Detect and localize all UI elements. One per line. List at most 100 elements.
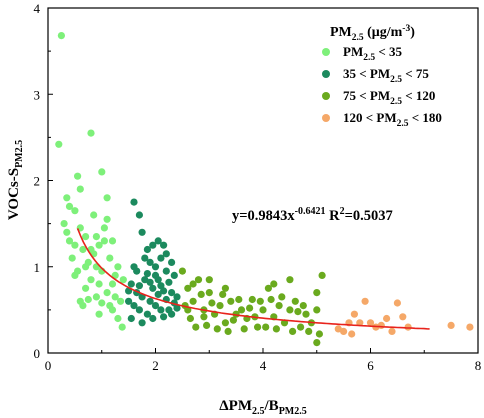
data-point-s1: [74, 172, 82, 180]
data-point-s3: [235, 295, 243, 304]
data-point-s3: [224, 327, 232, 335]
data-point-s2: [157, 254, 165, 262]
legend-title: PM2.5 (μg/m-3): [330, 24, 415, 43]
data-point-s3: [318, 271, 326, 279]
data-point-s3: [219, 290, 227, 298]
data-point-s1: [114, 314, 122, 323]
y-tick-label: 3: [34, 87, 41, 102]
data-point-s3: [256, 297, 264, 305]
data-point-s3: [267, 295, 275, 304]
data-point-s3: [313, 306, 321, 314]
data-point-s2: [162, 250, 170, 258]
legend-marker: [322, 114, 330, 122]
data-point-s3: [205, 276, 213, 284]
data-point-s4: [404, 323, 412, 331]
data-point-s2: [149, 284, 157, 292]
data-point-s1: [60, 220, 68, 228]
data-point-s1: [82, 284, 90, 292]
data-point-s3: [189, 297, 197, 305]
data-point-s1: [95, 241, 103, 249]
data-point-s2: [151, 271, 160, 279]
data-point-s3: [302, 310, 310, 318]
data-point-s3: [221, 319, 229, 327]
data-point-s1: [92, 293, 100, 301]
axis-ticks: 0 2 4 6 8 0 1 2 3 4: [34, 1, 482, 373]
data-point-s1: [63, 194, 71, 202]
data-point-s2: [165, 278, 173, 286]
legend-label: 120 < PM2.5 < 180: [343, 110, 442, 129]
data-point-s3: [272, 325, 280, 333]
data-point-s3: [184, 284, 192, 292]
y-tick-label: 2: [34, 174, 41, 189]
x-tick-label: 0: [45, 358, 52, 373]
data-point-s1: [108, 280, 117, 288]
data-point-s3: [189, 280, 197, 288]
data-point-s2: [151, 263, 160, 271]
data-point-s3: [221, 284, 229, 292]
data-point-s1: [114, 263, 122, 271]
data-point-s1: [65, 202, 74, 210]
data-point-s4: [393, 299, 401, 307]
data-point-s1: [119, 276, 127, 284]
data-point-s3: [246, 304, 254, 312]
data-point-s2: [135, 282, 143, 290]
data-point-s1: [111, 293, 119, 301]
data-point-s3: [240, 325, 248, 333]
data-point-s2: [151, 302, 160, 310]
data-point-s3: [194, 276, 203, 284]
data-point-s3: [315, 330, 323, 338]
data-point-s2: [157, 282, 165, 290]
data-point-s2: [168, 289, 176, 297]
data-point-s4: [447, 321, 455, 329]
data-point-s3: [254, 323, 262, 331]
data-point-s1: [71, 207, 79, 215]
data-point-s2: [146, 278, 154, 286]
data-point-s4: [388, 327, 396, 335]
data-point-s1: [118, 323, 126, 331]
data-point-s3: [291, 297, 299, 305]
data-point-s4: [348, 330, 356, 338]
data-point-s4: [350, 310, 358, 318]
data-point-s2: [173, 293, 181, 301]
data-point-s1: [117, 297, 125, 305]
data-point-s3: [205, 289, 213, 297]
data-point-s4: [361, 297, 369, 305]
data-point-s4: [399, 313, 407, 321]
x-tick-label: 8: [475, 358, 482, 373]
data-point-s1: [57, 31, 65, 40]
data-point-s2: [168, 310, 176, 318]
data-point-s3: [270, 280, 278, 288]
data-point-s2: [146, 258, 154, 266]
data-point-s2: [135, 306, 143, 314]
data-point-s1: [95, 280, 103, 288]
data-point-s2: [154, 290, 162, 298]
data-point-s3: [286, 306, 294, 314]
data-point-s4: [466, 323, 474, 331]
data-point-s1: [98, 168, 106, 176]
x-tick-label: 2: [152, 358, 159, 373]
data-point-s3: [213, 325, 221, 333]
data-point-s3: [216, 302, 224, 310]
data-point-s1: [63, 228, 71, 236]
data-point-s2: [157, 306, 165, 314]
data-point-s2: [146, 297, 154, 305]
data-point-s3: [229, 316, 237, 324]
data-point-s3: [197, 290, 205, 298]
data-point-s3: [200, 313, 208, 321]
data-point-s4: [356, 319, 364, 327]
data-point-s2: [135, 211, 143, 219]
data-point-s1: [68, 254, 76, 262]
data-point-s3: [178, 267, 186, 275]
x-axis-title: ΔPM2.5/BPM2.5: [219, 398, 306, 417]
legend-marker: [322, 70, 330, 78]
data-point-s2: [149, 314, 157, 323]
data-point-s2: [138, 319, 146, 327]
data-point-s3: [259, 306, 267, 314]
data-point-s2: [154, 237, 162, 245]
data-point-s3: [313, 289, 321, 297]
fit-curve: [76, 228, 430, 330]
data-point-s2: [127, 280, 135, 288]
data-point-s3: [294, 308, 302, 316]
data-point-s3: [248, 295, 256, 304]
